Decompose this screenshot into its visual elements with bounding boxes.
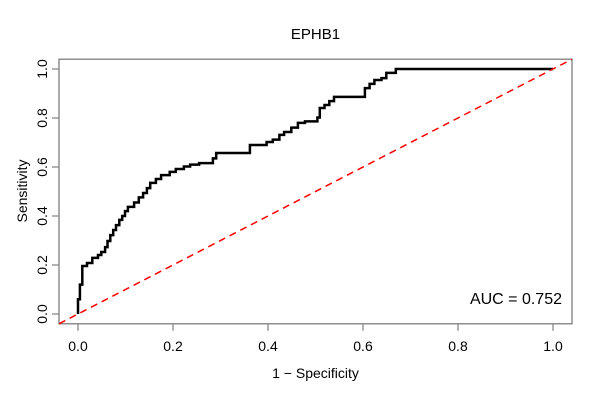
chart-title: EPHB1 xyxy=(290,26,341,43)
y-tick-label: 0.6 xyxy=(34,157,50,177)
auc-annotation: AUC = 0.752 xyxy=(469,291,562,308)
y-tick-label: 0.4 xyxy=(34,206,50,226)
x-tick-label: 0.4 xyxy=(258,338,278,354)
y-tick-label: 1.0 xyxy=(34,59,50,79)
plot-box xyxy=(58,58,573,325)
y-tick-label: 0.2 xyxy=(34,255,50,275)
x-tick-label: 0.0 xyxy=(68,338,88,354)
x-tick-label: 0.2 xyxy=(163,338,183,354)
x-axis-label: 1 − Specificity xyxy=(272,365,359,381)
x-tick-label: 0.6 xyxy=(353,338,373,354)
y-axis-label: Sensitivity xyxy=(14,159,30,223)
x-tick-label: 0.8 xyxy=(448,338,468,354)
y-tick-label: 0.8 xyxy=(34,108,50,128)
y-tick-label: 0.0 xyxy=(34,304,50,324)
chance-diagonal-line xyxy=(58,58,573,325)
roc-curve-line xyxy=(76,67,553,314)
x-tick-label: 1.0 xyxy=(543,338,563,354)
